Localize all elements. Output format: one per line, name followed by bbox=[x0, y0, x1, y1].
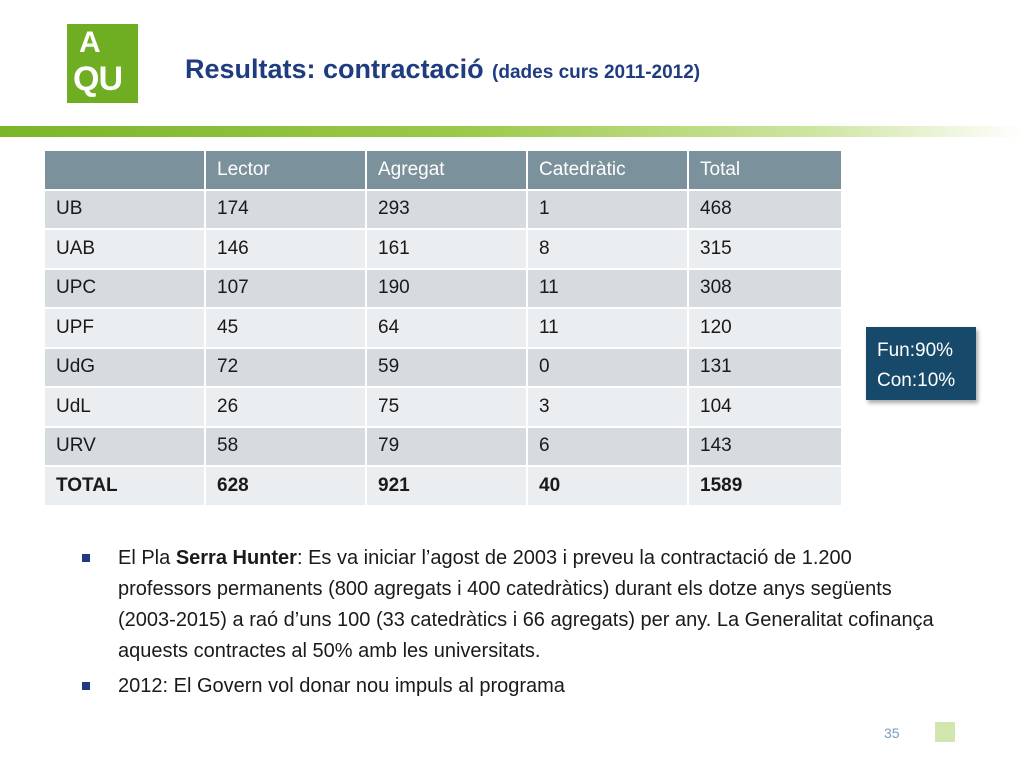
table-row: UAB 146 161 8 315 bbox=[43, 228, 843, 270]
total-cell: 921 bbox=[365, 465, 528, 507]
header-cell: Catedràtic bbox=[526, 149, 689, 191]
logo-line1: A bbox=[79, 26, 101, 59]
bullet-item: 2012: El Govern vol donar nou impuls al … bbox=[80, 671, 940, 702]
title-subtitle: (dades curs 2011-2012) bbox=[492, 62, 701, 83]
table-cell: 75 bbox=[365, 386, 528, 428]
header-cell bbox=[43, 149, 206, 191]
table-cell: URV bbox=[43, 425, 206, 467]
table-cell: 190 bbox=[365, 267, 528, 309]
bullet-list: El Pla Serra Hunter: Es va iniciar l’ago… bbox=[80, 543, 940, 706]
bullet2-text: 2012: El Govern vol donar nou impuls al … bbox=[118, 675, 565, 697]
badge-line2: Con:10% bbox=[877, 370, 956, 391]
funding-badge: Fun:90% Con:10% bbox=[866, 327, 976, 400]
table-cell: 59 bbox=[365, 346, 528, 388]
table-cell: UdL bbox=[43, 386, 206, 428]
table-cell: 174 bbox=[204, 188, 367, 230]
table-cell: 58 bbox=[204, 425, 367, 467]
table-row: UPC 107 190 11 308 bbox=[43, 267, 843, 309]
slide-title: Resultats: contractació (dades curs 2011… bbox=[185, 54, 700, 85]
table-header-row: Lector Agregat Catedràtic Total bbox=[43, 149, 843, 191]
aqu-logo: A QU bbox=[67, 24, 138, 103]
table-cell: 104 bbox=[687, 386, 843, 428]
table-cell: 308 bbox=[687, 267, 843, 309]
total-cell: 628 bbox=[204, 465, 367, 507]
table-cell: 1 bbox=[526, 188, 689, 230]
table-row: URV 58 79 6 143 bbox=[43, 425, 843, 467]
table-cell: 26 bbox=[204, 386, 367, 428]
table-cell: 72 bbox=[204, 346, 367, 388]
header-cell: Agregat bbox=[365, 149, 528, 191]
table-cell: 64 bbox=[365, 307, 528, 349]
bullet1-bold: Serra Hunter bbox=[175, 547, 297, 569]
badge-line1: Fun:90% bbox=[877, 340, 954, 361]
bullet-square-icon bbox=[82, 682, 90, 690]
page-number: 35 bbox=[884, 725, 900, 741]
table-cell: UPC bbox=[43, 267, 206, 309]
total-cell: 1589 bbox=[687, 465, 843, 507]
bullet1-prefix: El Pla bbox=[118, 547, 176, 569]
table-cell: 315 bbox=[687, 228, 843, 270]
bullet-square-icon bbox=[82, 554, 90, 562]
table-cell: 3 bbox=[526, 386, 689, 428]
table-row: UB 174 293 1 468 bbox=[43, 188, 843, 230]
table-row: UdG 72 59 0 131 bbox=[43, 346, 843, 388]
table-total-row: TOTAL 628 921 40 1589 bbox=[43, 465, 843, 507]
bullet1-text: : Es va iniciar l’agost de 2003 i preveu… bbox=[118, 547, 934, 662]
table-cell: UAB bbox=[43, 228, 206, 270]
logo-line2: QU bbox=[73, 60, 123, 98]
page-marker-square bbox=[935, 722, 955, 742]
table-cell: UPF bbox=[43, 307, 206, 349]
table-row: UdL 26 75 3 104 bbox=[43, 386, 843, 428]
table-cell: 107 bbox=[204, 267, 367, 309]
total-cell: 40 bbox=[526, 465, 689, 507]
total-cell: TOTAL bbox=[43, 465, 206, 507]
table-cell: 161 bbox=[365, 228, 528, 270]
table-cell: 146 bbox=[204, 228, 367, 270]
hiring-table: Lector Agregat Catedràtic Total UB 174 2… bbox=[43, 149, 843, 507]
table-cell: 79 bbox=[365, 425, 528, 467]
table-cell: 468 bbox=[687, 188, 843, 230]
table-cell: 45 bbox=[204, 307, 367, 349]
table-cell: UdG bbox=[43, 346, 206, 388]
header-cell: Lector bbox=[204, 149, 367, 191]
table-cell: 0 bbox=[526, 346, 689, 388]
title-main: Resultats: contractació bbox=[185, 54, 484, 84]
table-cell: 143 bbox=[687, 425, 843, 467]
header-cell: Total bbox=[687, 149, 843, 191]
bullet-item: El Pla Serra Hunter: Es va iniciar l’ago… bbox=[80, 543, 940, 667]
table-row: UPF 45 64 11 120 bbox=[43, 307, 843, 349]
table-cell: 6 bbox=[526, 425, 689, 467]
table-cell: 120 bbox=[687, 307, 843, 349]
table-cell: 11 bbox=[526, 267, 689, 309]
green-gradient-bar bbox=[0, 126, 1024, 137]
table-cell: 131 bbox=[687, 346, 843, 388]
table-cell: UB bbox=[43, 188, 206, 230]
table-cell: 293 bbox=[365, 188, 528, 230]
table-cell: 8 bbox=[526, 228, 689, 270]
table-cell: 11 bbox=[526, 307, 689, 349]
